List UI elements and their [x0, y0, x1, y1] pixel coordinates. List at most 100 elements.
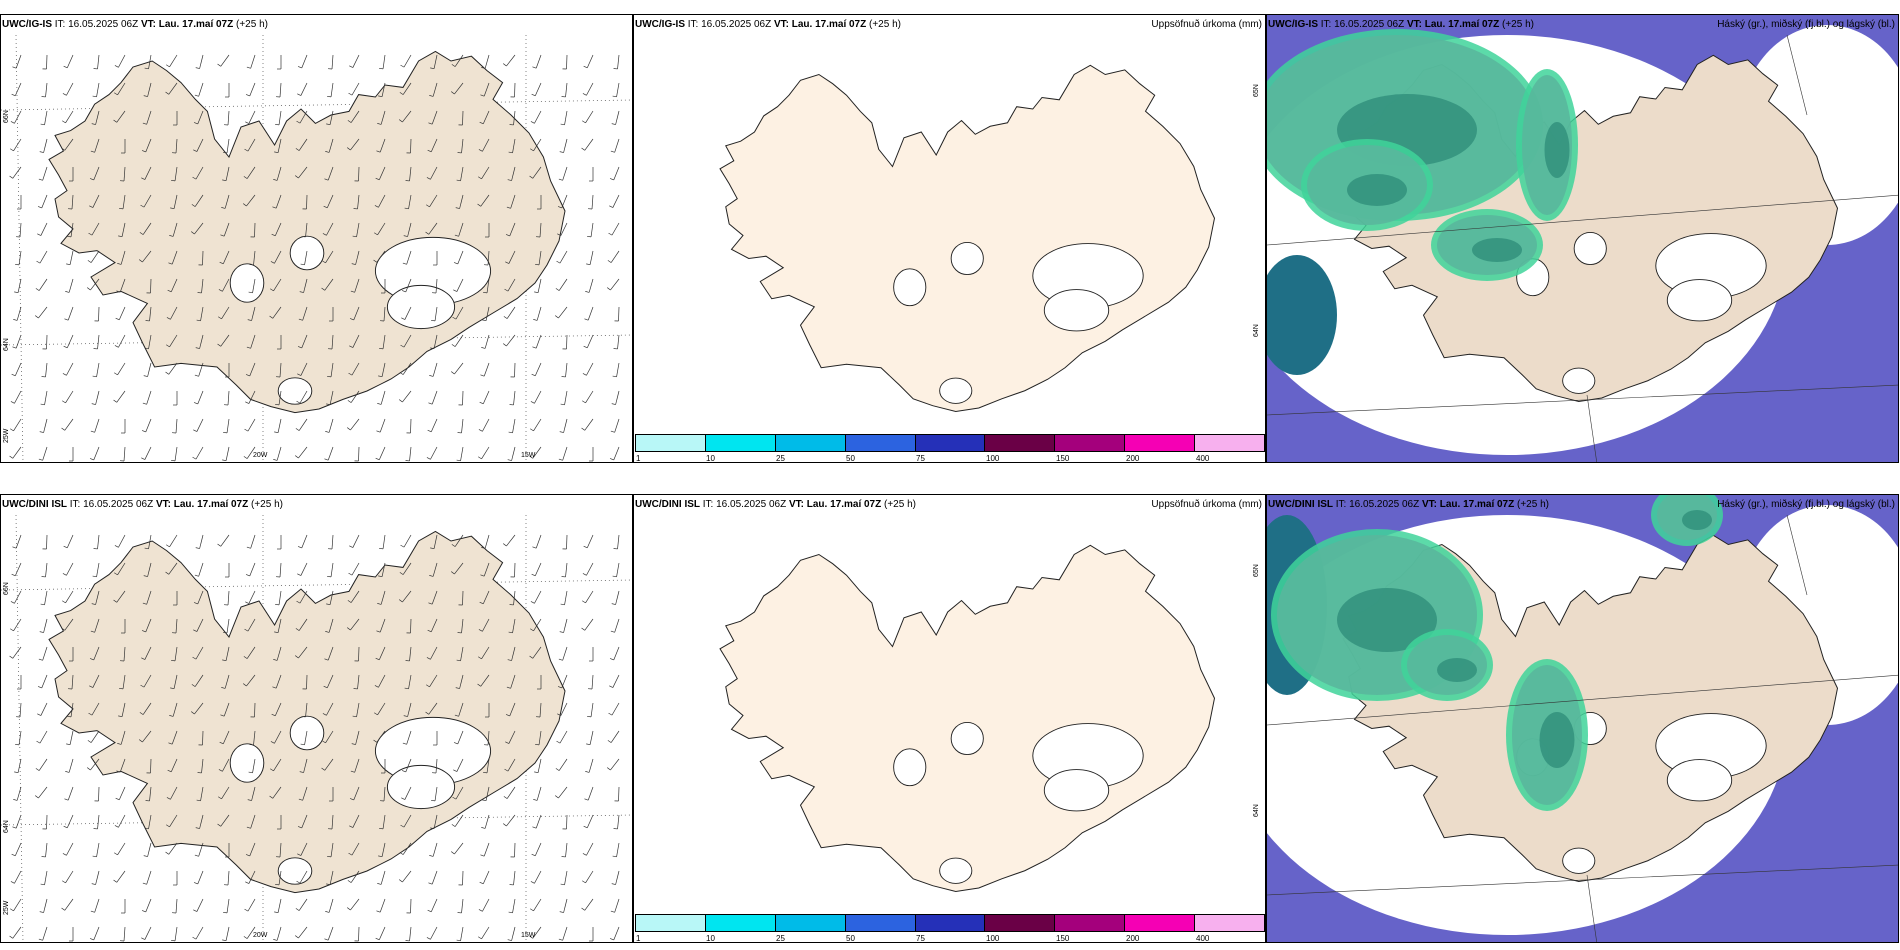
wind-barb: [383, 786, 386, 801]
wind-barb: [610, 250, 620, 263]
lat-label-66n: 66N: [3, 110, 10, 123]
wind-barb-flag: [248, 291, 253, 294]
glacier: [386, 764, 456, 810]
wind-barb: [147, 842, 152, 857]
wind-barb: [197, 590, 204, 605]
wind-barb-flag: [349, 825, 354, 828]
wind-barb-flag: [38, 658, 43, 661]
wind-barb-flag: [114, 92, 118, 96]
wind-barb: [483, 82, 490, 97]
colorbar-segment: [845, 434, 916, 452]
panel-header: UWC/DINI ISL IT: 16.05.2025 06Z VT: Lau.…: [1268, 499, 1549, 510]
wind-barb-flag: [217, 343, 221, 347]
wind-barb-flag: [378, 375, 383, 378]
wind-barb: [351, 562, 360, 576]
wind-barb-flag: [114, 825, 119, 828]
wind-barb-flag: [327, 575, 332, 578]
wind-barb: [279, 562, 282, 577]
wind-barb: [404, 786, 412, 800]
wind-barb-flag: [10, 601, 15, 604]
glacier: [893, 748, 927, 787]
wind-barb: [328, 138, 334, 153]
wind-barb: [65, 390, 74, 404]
wind-barb: [275, 674, 282, 689]
vt-value: Lau. 17.maí 07Z: [791, 19, 867, 30]
wind-barb: [253, 730, 256, 745]
colorbar-tick: 10: [706, 934, 715, 943]
wind-barb: [274, 730, 282, 744]
wind-barb: [304, 250, 308, 265]
wind-barb-flag: [274, 431, 279, 434]
wind-barb: [224, 674, 230, 689]
wind-barb-flag: [530, 401, 535, 404]
wind-barb-flag: [88, 232, 93, 236]
precip-colorbar: [635, 434, 1265, 454]
wind-barb: [142, 250, 152, 263]
wind-barb-flag: [325, 911, 330, 913]
wind-barb-flag: [402, 262, 407, 265]
wind-barb: [252, 278, 256, 293]
wind-barb-flag: [9, 935, 13, 939]
wind-barb: [507, 278, 516, 292]
wind-barb: [381, 82, 386, 97]
wind-barb: [16, 786, 22, 801]
wind-barb-flag: [453, 742, 458, 745]
wind-barb-flag: [245, 401, 250, 404]
wind-barb-flag: [352, 235, 357, 238]
wind-barb: [380, 110, 386, 125]
wind-barb-flag: [508, 911, 513, 914]
wind-barb: [617, 334, 620, 349]
wind-barb: [487, 250, 490, 265]
wind-barb: [246, 674, 256, 687]
wind-barb: [590, 222, 594, 237]
wind-barb-flag: [275, 883, 280, 886]
wind-barb: [585, 870, 594, 884]
wind-barb: [431, 390, 438, 405]
wind-barb: [68, 758, 74, 773]
wind-barb: [13, 618, 22, 632]
wind-barb: [247, 618, 256, 632]
wind-barb-flag: [89, 938, 94, 941]
wind-barb: [431, 870, 438, 885]
wind-barb: [278, 870, 282, 885]
wind-barb-flag: [194, 854, 199, 857]
wind-barb-flag: [584, 318, 589, 321]
wind-barb-flag: [455, 207, 460, 209]
wind-barb: [299, 870, 308, 884]
wind-barb-flag: [295, 908, 300, 911]
wind-barb-flag: [349, 65, 354, 68]
wind-barb: [513, 110, 516, 125]
wind-barb: [303, 278, 308, 293]
wind-barb: [302, 306, 308, 321]
wind-barb-flag: [609, 938, 614, 941]
wind-barb: [563, 898, 568, 913]
wind-barb-flag: [168, 742, 173, 745]
wind-barb: [588, 758, 594, 773]
wind-barb: [454, 334, 464, 347]
wind-barb-flag: [322, 233, 327, 236]
graticule-line: [1267, 864, 1898, 896]
wind-barb: [247, 898, 256, 912]
wind-barb-flag: [347, 120, 352, 123]
wind-barb: [533, 138, 542, 152]
wind-barb-flag: [401, 770, 406, 773]
wind-barb: [299, 390, 308, 404]
wind-barb-flag: [269, 795, 273, 799]
wind-barb: [534, 870, 542, 884]
wind-barb: [455, 786, 464, 800]
precip-panel-top: UWC/IG-IS IT: 16.05.2025 06Z VT: Lau. 17…: [633, 14, 1266, 463]
wind-barb: [330, 82, 334, 97]
wind-barb-flag: [456, 459, 461, 462]
wind-barb: [329, 110, 334, 125]
wind-barb-flag: [558, 178, 563, 181]
glacier: [1043, 289, 1110, 332]
wind-barb: [537, 758, 542, 773]
wind-barb-flag: [218, 316, 222, 320]
wind-barb: [617, 54, 620, 69]
wind-barb-flag: [144, 827, 149, 830]
wind-barb: [562, 166, 568, 181]
wind-barb: [277, 898, 282, 913]
wind-barb: [616, 842, 620, 857]
wind-barb-flag: [245, 881, 250, 884]
wind-barb-flag: [193, 149, 198, 152]
